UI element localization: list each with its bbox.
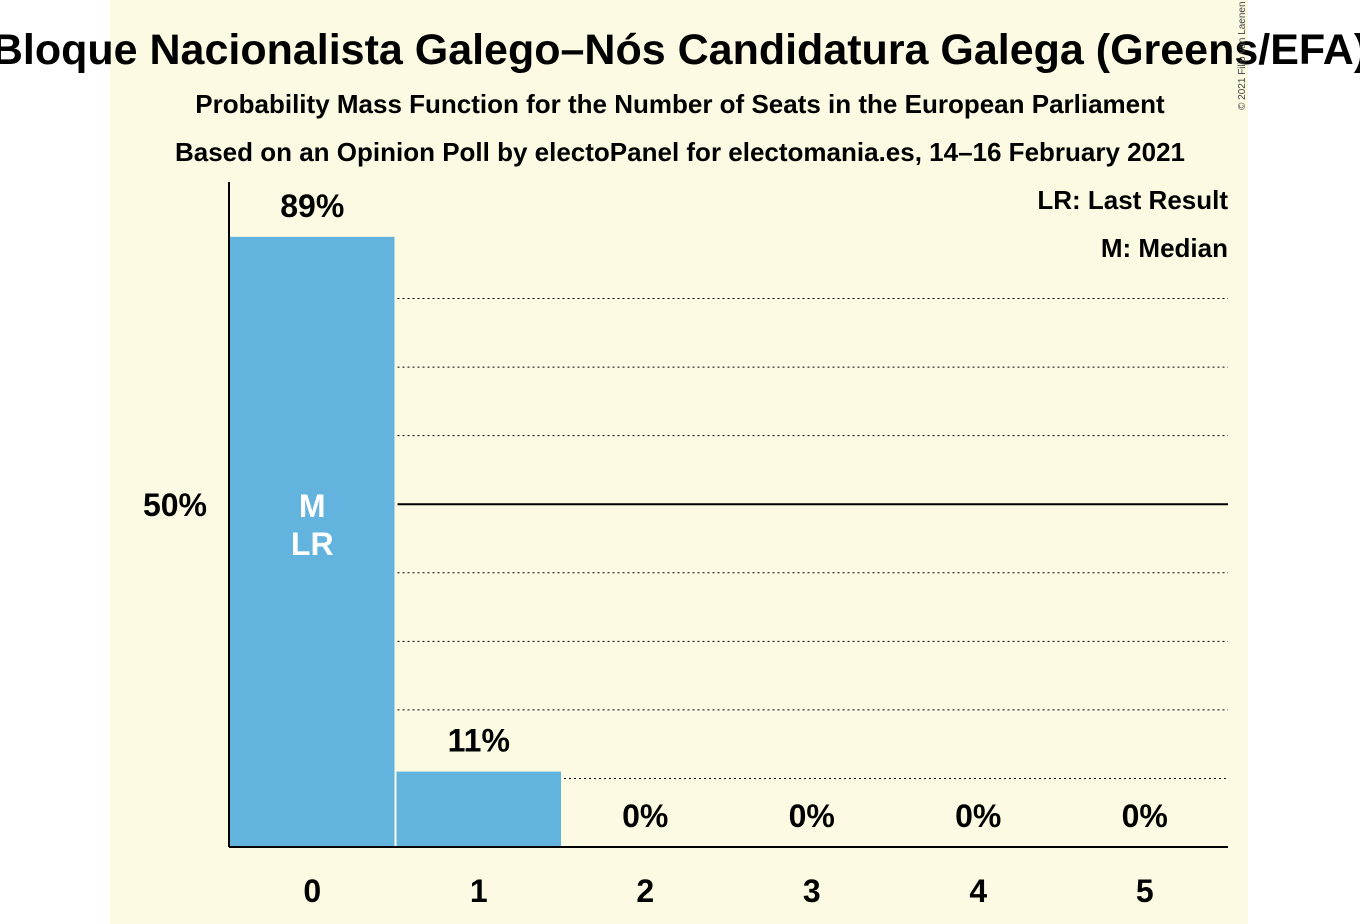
- last-result-marker: LR: [291, 526, 334, 562]
- value-label-5: 0%: [1122, 798, 1168, 834]
- bar-0: [230, 236, 395, 848]
- bar-1: [396, 771, 561, 847]
- x-tick-label-2: 2: [636, 873, 654, 909]
- labels: 89% 0 11% 1 0% 2 0% 3 0% 4 0% 5 MLR: [280, 188, 1168, 909]
- value-label-0: 89%: [280, 188, 344, 224]
- legend-last-result: LR: Last Result: [1037, 185, 1228, 215]
- value-label-4: 0%: [955, 798, 1001, 834]
- value-label-2: 0%: [622, 798, 668, 834]
- median-marker: M: [299, 488, 326, 524]
- bars: [230, 236, 561, 848]
- x-tick-label-1: 1: [470, 873, 488, 909]
- gridlines: [397, 298, 1228, 779]
- chart-subtitle-poll: Based on an Opinion Poll by electoPanel …: [175, 137, 1185, 167]
- value-label-1: 11%: [448, 723, 510, 759]
- x-tick-label-4: 4: [969, 873, 987, 909]
- x-tick-label-5: 5: [1136, 873, 1154, 909]
- chart-title: Bloque Nacionalista Galego–Nós Candidatu…: [0, 26, 1360, 74]
- axes: [228, 182, 1228, 848]
- value-label-3: 0%: [789, 798, 835, 834]
- chart-subtitle: Probability Mass Function for the Number…: [195, 89, 1165, 119]
- x-tick-label-3: 3: [803, 873, 821, 909]
- legend-median: M: Median: [1101, 233, 1228, 263]
- copyright-notice: © 2021 Filip van Laenen: [1237, 1, 1248, 110]
- y-tick-label-50: 50%: [143, 487, 207, 523]
- x-tick-label-0: 0: [303, 873, 321, 909]
